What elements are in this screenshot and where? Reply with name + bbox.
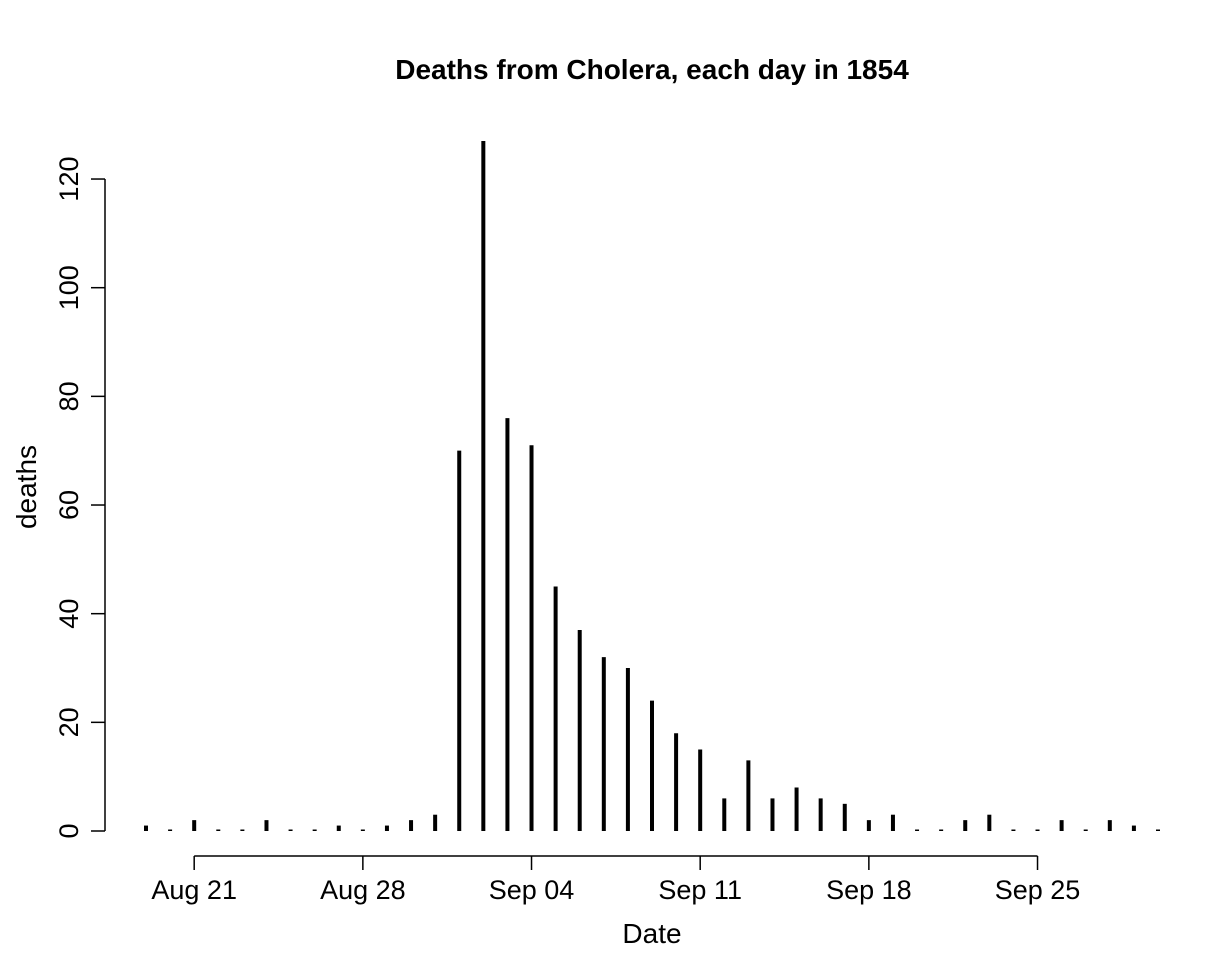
y-tick-label: 120 bbox=[54, 157, 84, 202]
y-tick-label: 20 bbox=[54, 707, 84, 737]
x-axis: Aug 21 Aug 28 Sep 04 Sep 11 Sep 18 Sep 25 bbox=[151, 855, 1081, 905]
y-axis-label: deaths bbox=[11, 445, 42, 529]
x-axis-label: Date bbox=[622, 918, 681, 949]
bars-layer bbox=[144, 141, 1160, 831]
y-tick-label: 40 bbox=[54, 599, 84, 629]
chart-title: Deaths from Cholera, each day in 1854 bbox=[395, 54, 909, 85]
x-tick-label: Sep 25 bbox=[995, 875, 1081, 905]
y-tick-label: 0 bbox=[54, 823, 84, 838]
x-tick-label: Sep 04 bbox=[489, 875, 575, 905]
x-tick-label: Sep 18 bbox=[826, 875, 912, 905]
x-tick-label: Aug 28 bbox=[320, 875, 406, 905]
y-tick-label: 80 bbox=[54, 381, 84, 411]
y-tick-label: 60 bbox=[54, 490, 84, 520]
y-tick-label: 100 bbox=[54, 265, 84, 310]
x-tick-label: Sep 11 bbox=[658, 875, 742, 905]
x-tick-label: Aug 21 bbox=[151, 875, 237, 905]
y-axis: 0 20 40 60 80 100 120 bbox=[54, 157, 106, 839]
